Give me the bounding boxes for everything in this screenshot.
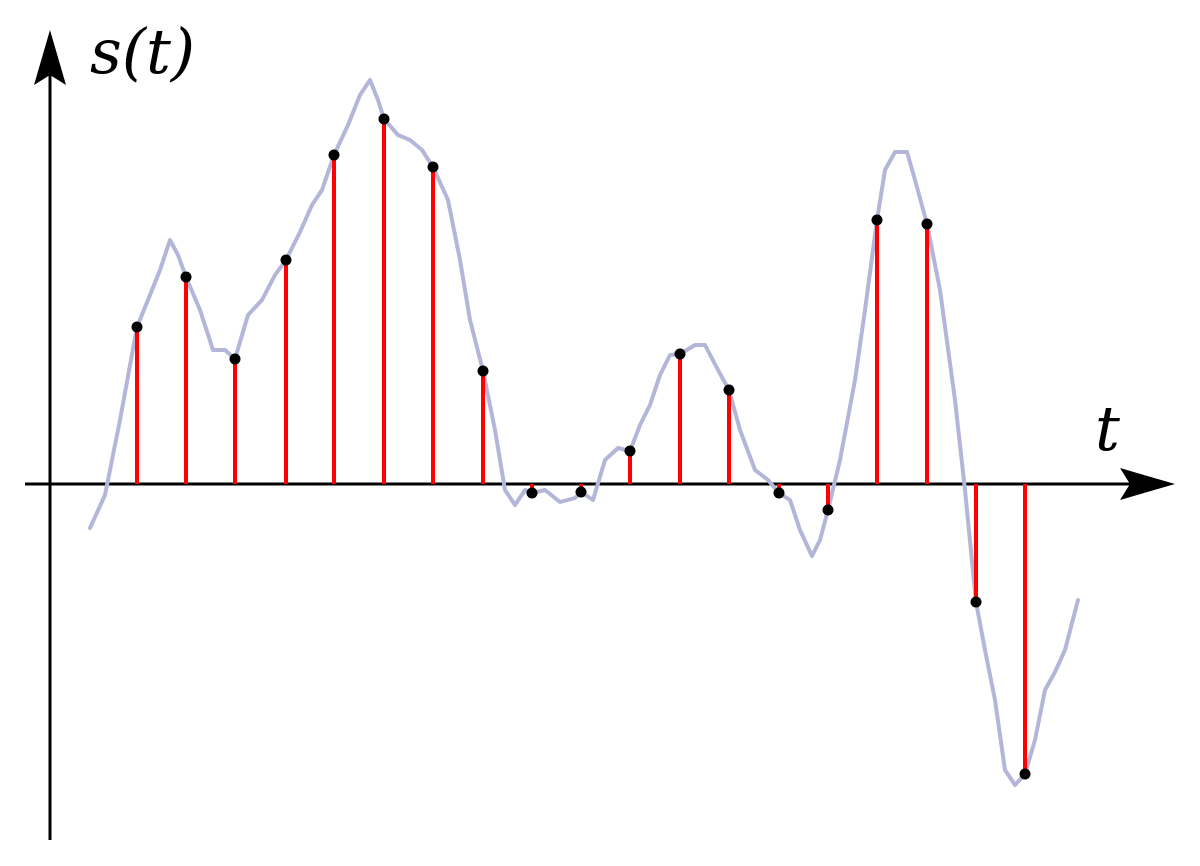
sample-point (871, 214, 883, 226)
sample-point (575, 486, 587, 498)
signal-curve (88, 78, 1080, 787)
sample-point (477, 365, 489, 377)
signal-layer (88, 78, 1080, 787)
y-axis-label: s(t) (90, 15, 195, 88)
sample-point (773, 487, 785, 499)
sample-point (674, 348, 686, 360)
sample-point (624, 445, 636, 457)
sample-point (131, 321, 143, 333)
x-axis-arrow (1120, 468, 1175, 500)
x-axis-label: t (1095, 392, 1120, 465)
stem-layer (131, 113, 1031, 780)
sample-point (822, 504, 834, 516)
sample-point (970, 596, 982, 608)
y-axis-arrow (34, 30, 66, 85)
sample-point (280, 254, 292, 266)
axes (25, 30, 1175, 840)
sample-point (328, 149, 340, 161)
sample-point (427, 161, 439, 173)
sample-point (723, 384, 735, 396)
sample-point (229, 353, 241, 365)
sample-point (526, 487, 538, 499)
sample-point (1019, 768, 1031, 780)
sample-point (921, 218, 933, 230)
sample-point (180, 271, 192, 283)
sample-point (378, 113, 390, 125)
